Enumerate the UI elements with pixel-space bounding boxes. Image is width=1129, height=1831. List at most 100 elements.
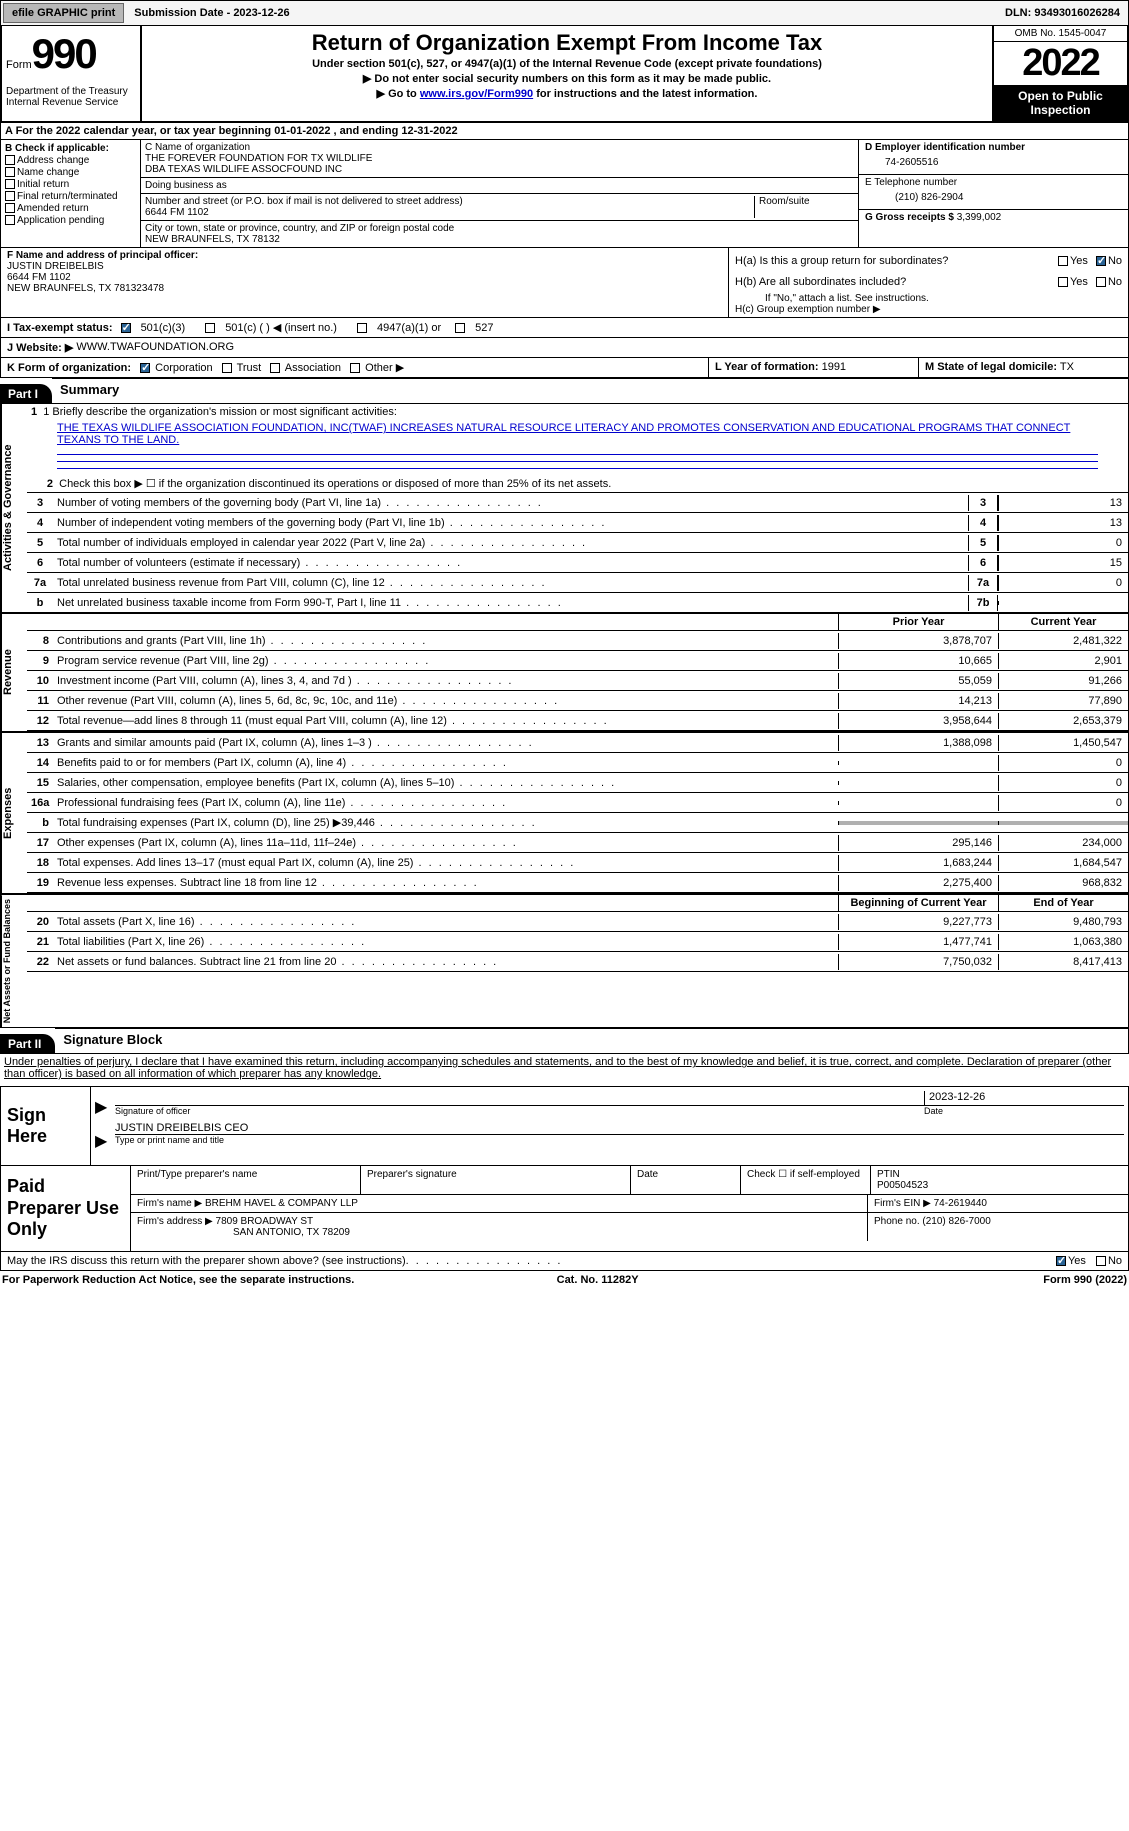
gross-label: G Gross receipts $ — [865, 212, 954, 223]
calendar-year-row: A For the 2022 calendar year, or tax yea… — [0, 123, 1129, 140]
page-footer: For Paperwork Reduction Act Notice, see … — [0, 1271, 1129, 1289]
col-header-rev: Prior Year Current Year — [27, 614, 1128, 631]
part-ii-header: Part II Signature Block — [0, 1028, 1129, 1054]
website-value: WWW.TWAFOUNDATION.ORG — [76, 341, 234, 354]
irs-link[interactable]: www.irs.gov/Form990 — [420, 88, 533, 100]
city-label: City or town, state or province, country… — [145, 223, 854, 234]
data-line: 19Revenue less expenses. Subtract line 1… — [27, 873, 1128, 893]
summary-line: 7aTotal unrelated business revenue from … — [27, 572, 1128, 592]
sign-here-block: Sign Here ▶ 2023-12-26 Signature of offi… — [0, 1086, 1129, 1166]
checkbox-icon[interactable] — [1056, 1256, 1066, 1266]
checkbox-icon[interactable] — [1058, 277, 1068, 287]
ein-label: D Employer identification number — [865, 142, 1122, 153]
c-name-label: C Name of organization — [145, 142, 854, 153]
summary-line: bNet unrelated business taxable income f… — [27, 592, 1128, 612]
checkbox-icon[interactable] — [5, 191, 15, 201]
addr-label: Number and street (or P.O. box if mail i… — [145, 196, 754, 207]
footer-mid: Cat. No. 11282Y — [557, 1274, 639, 1286]
brief-label: 1 1 Briefly describe the organization's … — [27, 404, 1128, 420]
room-label: Room/suite — [754, 196, 854, 218]
checkbox-icon[interactable] — [1058, 256, 1068, 266]
date-label: Date — [924, 1106, 1124, 1116]
col-d: D Employer identification number 74-2605… — [858, 140, 1128, 247]
checkbox-icon[interactable] — [5, 167, 15, 177]
ein-value: 74-2605516 — [865, 153, 1122, 172]
netassets-body: Beginning of Current Year End of Year 20… — [27, 895, 1128, 1027]
efile-print-button[interactable]: efile GRAPHIC print — [3, 3, 124, 23]
checkbox-icon[interactable] — [5, 179, 15, 189]
data-line: 17Other expenses (Part IX, column (A), l… — [27, 833, 1128, 853]
form-subtitle-1: Under section 501(c), 527, or 4947(a)(1)… — [146, 58, 988, 70]
data-line: bTotal fundraising expenses (Part IX, co… — [27, 813, 1128, 833]
checkbox-icon[interactable] — [357, 323, 367, 333]
tel-value: (210) 826-2904 — [865, 188, 1122, 207]
section-netassets: Net Assets or Fund Balances Beginning of… — [1, 895, 1128, 1027]
checkbox-icon[interactable] — [222, 363, 232, 373]
part-i-header: Part I Summary — [0, 378, 1129, 404]
checkbox-icon[interactable] — [140, 363, 150, 373]
discuss-row: May the IRS discuss this return with the… — [0, 1252, 1129, 1271]
checkbox-icon[interactable] — [1096, 256, 1106, 266]
state-domicile-cell: M State of legal domicile: TX — [918, 358, 1128, 377]
j-label: J Website: ▶ — [7, 341, 73, 354]
sign-date: 2023-12-26 — [924, 1091, 1124, 1106]
checkbox-icon[interactable] — [1096, 1256, 1106, 1266]
tel-cell: E Telephone number (210) 826-2904 — [859, 175, 1128, 210]
preparer-label: Paid Preparer Use Only — [1, 1166, 131, 1251]
open-inspection: Open to Public Inspection — [994, 85, 1127, 121]
footer-left: For Paperwork Reduction Act Notice, see … — [2, 1274, 354, 1286]
year-formation-cell: L Year of formation: 1991 — [708, 358, 918, 377]
org-name-2: DBA TEXAS WILDLIFE ASSOCFOUND INC — [145, 164, 854, 175]
form-number: 990 — [32, 30, 96, 77]
arrow-icon: ▶ — [95, 1131, 107, 1151]
prep-row-3: Firm's address ▶ 7809 BROADWAY STSAN ANT… — [131, 1213, 1128, 1241]
city-value: NEW BRAUNFELS, TX 78132 — [145, 234, 854, 245]
prep-row-1: Print/Type preparer's name Preparer's si… — [131, 1166, 1128, 1195]
footer-right: Form 990 (2022) — [1043, 1274, 1127, 1286]
checkbox-icon[interactable] — [455, 323, 465, 333]
section-expenses: Expenses 13Grants and similar amounts pa… — [1, 733, 1128, 895]
col-header-net: Beginning of Current Year End of Year — [27, 895, 1128, 912]
summary-table: Activities & Governance 1 1 Briefly desc… — [0, 404, 1129, 1028]
org-name-cell: C Name of organization THE FOREVER FOUND… — [141, 140, 858, 178]
checkbox-icon[interactable] — [5, 203, 15, 213]
part-badge: Part I — [0, 384, 52, 404]
checkbox-icon[interactable] — [121, 323, 131, 333]
form-number-box: Form990 Department of the Treasury Inter… — [2, 26, 142, 121]
hdr-curr: Current Year — [998, 614, 1128, 630]
line-2: 2 Check this box ▶ ☐ if the organization… — [27, 475, 1128, 492]
chk-initial: Initial return — [5, 179, 136, 190]
expenses-body: 13Grants and similar amounts paid (Part … — [27, 733, 1128, 893]
form-org-cell: K Form of organization: Corporation Trus… — [1, 358, 708, 377]
omb-number: OMB No. 1545-0047 — [994, 26, 1127, 42]
chk-pending: Application pending — [5, 215, 136, 226]
data-line: 16aProfessional fundraising fees (Part I… — [27, 793, 1128, 813]
hdr-beg: Beginning of Current Year — [838, 895, 998, 911]
vtab-governance: Activities & Governance — [1, 404, 27, 612]
gross-value: 3,399,002 — [957, 212, 1002, 223]
sign-here-label: Sign Here — [1, 1087, 91, 1165]
addr-cell: Number and street (or P.O. box if mail i… — [141, 194, 858, 221]
form-subtitle-2: ▶ Do not enter social security numbers o… — [146, 72, 988, 85]
tax-year: 2022 — [994, 42, 1127, 85]
form-title-box: Return of Organization Exempt From Incom… — [142, 26, 992, 121]
checkbox-icon[interactable] — [205, 323, 215, 333]
data-line: 9Program service revenue (Part VIII, lin… — [27, 651, 1128, 671]
checkbox-icon[interactable] — [1096, 277, 1106, 287]
hb-line: H(b) Are all subordinates included? Yes … — [735, 272, 1122, 292]
data-line: 14Benefits paid to or for members (Part … — [27, 753, 1128, 773]
declaration-text: Under penalties of perjury, I declare th… — [0, 1054, 1129, 1082]
chk-amended: Amended return — [5, 203, 136, 214]
checkbox-icon[interactable] — [270, 363, 280, 373]
row-fh: F Name and address of principal officer:… — [0, 248, 1129, 318]
checkbox-icon[interactable] — [5, 215, 15, 225]
b-label: B Check if applicable: — [5, 143, 136, 154]
checkbox-icon[interactable] — [5, 155, 15, 165]
blank-line — [57, 454, 1098, 455]
prep-row-2: Firm's name ▶ BREHM HAVEL & COMPANY LLP … — [131, 1195, 1128, 1213]
data-line: 8Contributions and grants (Part VIII, li… — [27, 631, 1128, 651]
mission-text: THE TEXAS WILDLIFE ASSOCIATION FOUNDATIO… — [27, 420, 1128, 448]
checkbox-icon[interactable] — [350, 363, 360, 373]
summary-line: 5Total number of individuals employed in… — [27, 532, 1128, 552]
officer-addr1: 6644 FM 1102 — [7, 272, 722, 283]
